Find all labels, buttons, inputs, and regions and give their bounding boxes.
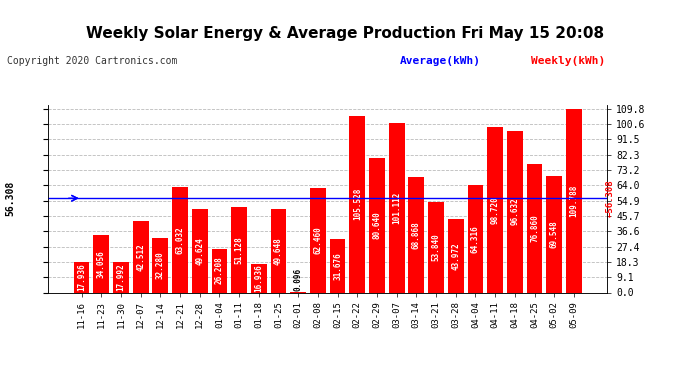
Bar xyxy=(93,236,109,292)
Text: 49.624: 49.624 xyxy=(195,237,204,265)
Bar xyxy=(546,176,562,292)
Bar xyxy=(566,109,582,292)
Text: 64.316: 64.316 xyxy=(471,225,480,252)
Bar xyxy=(152,238,168,292)
Bar xyxy=(231,207,247,292)
Bar xyxy=(212,249,227,292)
Text: 17.936: 17.936 xyxy=(77,264,86,291)
Bar xyxy=(388,123,404,292)
Text: 69.548: 69.548 xyxy=(550,220,559,248)
Bar xyxy=(408,177,424,292)
Bar xyxy=(172,187,188,292)
Bar xyxy=(270,209,286,292)
Text: 16.936: 16.936 xyxy=(255,264,264,292)
Text: 34.056: 34.056 xyxy=(97,250,106,278)
Bar xyxy=(192,209,208,292)
Bar xyxy=(369,158,385,292)
Bar xyxy=(310,188,326,292)
Bar xyxy=(468,185,483,292)
Text: 17.992: 17.992 xyxy=(117,264,126,291)
Bar xyxy=(132,221,148,292)
Text: 109.788: 109.788 xyxy=(569,184,578,217)
Bar xyxy=(487,127,503,292)
Bar xyxy=(349,116,365,292)
Bar xyxy=(251,264,267,292)
Text: Weekly(kWh): Weekly(kWh) xyxy=(531,56,606,66)
Text: 31.676: 31.676 xyxy=(333,252,342,280)
Text: 98.720: 98.720 xyxy=(491,196,500,224)
Text: 68.868: 68.868 xyxy=(412,221,421,249)
Text: 53.840: 53.840 xyxy=(431,234,440,261)
Text: 63.032: 63.032 xyxy=(175,226,184,254)
Text: 43.972: 43.972 xyxy=(451,242,460,270)
Text: 105.528: 105.528 xyxy=(353,188,362,220)
Text: 0.096: 0.096 xyxy=(294,267,303,291)
Text: 56.308: 56.308 xyxy=(6,181,15,216)
Text: 101.112: 101.112 xyxy=(392,192,401,224)
Bar xyxy=(448,219,464,292)
Text: 96.632: 96.632 xyxy=(511,198,520,225)
Text: Weekly Solar Energy & Average Production Fri May 15 20:08: Weekly Solar Energy & Average Production… xyxy=(86,26,604,41)
Text: 51.128: 51.128 xyxy=(235,236,244,264)
Text: 49.648: 49.648 xyxy=(274,237,283,265)
Text: 26.208: 26.208 xyxy=(215,256,224,284)
Text: Copyright 2020 Cartronics.com: Copyright 2020 Cartronics.com xyxy=(7,56,177,66)
Bar xyxy=(113,262,129,292)
Bar xyxy=(526,164,542,292)
Bar xyxy=(74,262,90,292)
Text: 62.460: 62.460 xyxy=(313,226,322,254)
Text: 32.280: 32.280 xyxy=(156,252,165,279)
Bar xyxy=(330,240,346,292)
Text: Average(kWh): Average(kWh) xyxy=(400,56,481,66)
Bar xyxy=(428,202,444,292)
Text: 80.640: 80.640 xyxy=(373,211,382,239)
Text: 76.860: 76.860 xyxy=(530,214,539,242)
Bar xyxy=(507,131,523,292)
Text: ←56.308: ←56.308 xyxy=(606,179,615,217)
Text: 42.512: 42.512 xyxy=(136,243,145,271)
